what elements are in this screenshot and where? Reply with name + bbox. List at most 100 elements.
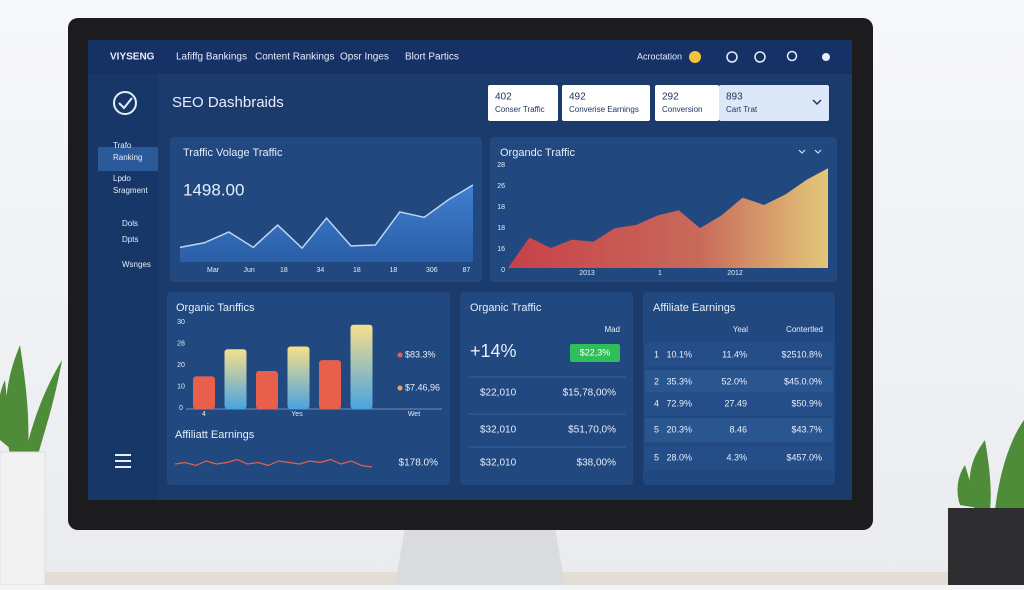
- account-icon[interactable]: [689, 51, 701, 63]
- y-label: 28: [497, 162, 505, 169]
- panel-title: Affiliate Earnings: [653, 302, 736, 314]
- table-row: [645, 343, 833, 367]
- sidebar-item: Trafo: [113, 141, 132, 150]
- metric-value: 1498.00: [183, 180, 244, 199]
- column-header: Mad: [604, 325, 620, 334]
- x-label: 2013: [579, 270, 595, 277]
- legend-label: $7.46,96: [405, 382, 440, 392]
- cell: 11.4%: [722, 349, 747, 359]
- y-label: 18: [497, 225, 505, 232]
- kpi-label: Cart Trat: [726, 105, 758, 114]
- kpi-label: Conversion: [662, 105, 702, 114]
- x-label: 87: [463, 267, 471, 274]
- cell: $32,010: [480, 458, 517, 469]
- cell: $457.0%: [786, 452, 822, 462]
- y-label: 26: [497, 183, 505, 190]
- y-label: 0: [179, 405, 183, 412]
- cell: 27.49: [724, 398, 747, 408]
- cell: 10.1%: [666, 349, 692, 359]
- sparkline-value: $178.0%: [399, 458, 439, 469]
- bar: [256, 370, 278, 409]
- panel-chevrons[interactable]: [798, 149, 822, 154]
- legend-dot: [397, 352, 403, 358]
- cell: $50.9%: [791, 398, 822, 408]
- sparkline: [174, 458, 373, 468]
- bar: [193, 376, 215, 409]
- nav-link[interactable]: Blort Partics: [405, 52, 459, 63]
- dashboard-title: SEO Dashbraids: [172, 94, 284, 111]
- account-label: Acroctation: [637, 51, 682, 61]
- badge: [570, 344, 620, 362]
- kpi-card: [655, 85, 719, 121]
- cell: 20.3%: [666, 424, 692, 434]
- kpi-card: [719, 85, 829, 121]
- section-title: Affiliatt Earnings: [175, 429, 255, 441]
- x-label: 2012: [727, 270, 743, 277]
- stand: [395, 528, 565, 585]
- x-label: 1: [658, 270, 662, 277]
- brand: VIYSENG: [110, 52, 155, 63]
- cell: 4.3%: [726, 452, 747, 462]
- settings-icon[interactable]: [822, 53, 830, 61]
- table-row: [645, 392, 833, 416]
- x-label: 18: [390, 267, 398, 274]
- x-label: 18: [280, 267, 288, 274]
- bar: [319, 360, 341, 409]
- cell: 5: [654, 424, 659, 434]
- kpi-label: Converise Earnings: [569, 105, 639, 114]
- cell: 28.0%: [666, 452, 692, 462]
- kpi-chevron[interactable]: [812, 99, 822, 106]
- y-label: 0: [501, 267, 505, 274]
- column-header: Contertled: [786, 325, 823, 334]
- cell: 35.3%: [666, 376, 692, 386]
- chat-icon[interactable]: [754, 51, 766, 63]
- kpi-value: 292: [662, 92, 679, 103]
- cell: $22,010: [480, 388, 517, 399]
- y-label: 16: [497, 246, 505, 253]
- cell: 2: [654, 376, 659, 386]
- cell: 4: [654, 398, 659, 408]
- x-label: 34: [317, 267, 325, 274]
- badge-label: $22,3%: [580, 347, 611, 357]
- legend-dot: [397, 385, 403, 391]
- area: [508, 168, 828, 268]
- x-label: 4: [202, 411, 206, 418]
- table-row: [645, 370, 833, 394]
- legend-label: $83.3%: [405, 349, 436, 359]
- search-icon[interactable]: [786, 50, 798, 62]
- sidebar-item: Dpts: [122, 235, 138, 244]
- x-label: Wet: [408, 411, 420, 418]
- x-label: Yes: [291, 411, 303, 418]
- menu-icon: [115, 454, 131, 468]
- sidebar-item: Wsnges: [122, 260, 151, 269]
- line: [179, 184, 474, 250]
- kpi-value: 402: [495, 92, 512, 103]
- cell: $2510.8%: [781, 349, 822, 359]
- sidebar-item: Ranking: [113, 153, 142, 162]
- nav-link[interactable]: Lafiffg Bankings: [176, 52, 247, 63]
- kpi-card: [562, 85, 650, 121]
- cell: $43.7%: [791, 424, 822, 434]
- y-label: 10: [177, 383, 185, 390]
- sidebar-item: Lpdo: [113, 174, 131, 183]
- y-label: 30: [177, 319, 185, 326]
- nav-link[interactable]: Opsr Inges: [340, 52, 389, 63]
- x-label: Mar: [207, 267, 220, 274]
- y-label: 18: [497, 204, 505, 211]
- sidebar-item: Dols: [122, 219, 138, 228]
- cell: 72.9%: [666, 398, 692, 408]
- plant-left: [0, 345, 62, 586]
- sidebar-item: Sragment: [113, 186, 148, 195]
- nav-link[interactable]: Content Rankings: [255, 52, 335, 63]
- panel-title: Traffic Volage Traffic: [183, 147, 283, 159]
- dashboard: VIYSENG Lafiffg Bankings Content Rankings O…: [110, 51, 837, 485]
- column-header: Yeal: [733, 325, 749, 334]
- table-row: [645, 446, 833, 470]
- sidebar-active: [98, 147, 158, 171]
- bell-icon[interactable]: [726, 51, 738, 63]
- y-label: 20: [177, 362, 185, 369]
- y-label: 28: [177, 340, 185, 347]
- bar: [287, 346, 310, 409]
- x-label: Jun: [244, 267, 255, 274]
